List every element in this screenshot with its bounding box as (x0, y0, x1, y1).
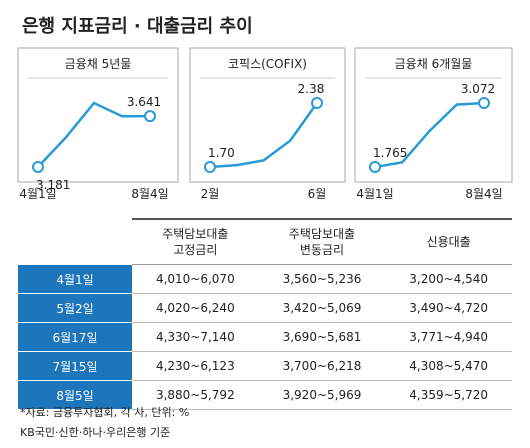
charts: 금융채 5년물 3.181 3.641 4월1일 8월4일 코픽스(COFIX) 1.70 2… (17, 47, 513, 201)
data-label: 2.38 (298, 82, 325, 96)
rate-table: 주택담보대출 고정금리 주택담보대출 변동금리 신용대출 4월1일 4,010~6,0… (18, 218, 512, 410)
line (374, 101, 485, 169)
line (37, 101, 151, 168)
table-row: 8월5일 3,880~5,792 3,920~5,969 4,359~5,720 (18, 380, 512, 410)
rate-cell: 4,330~7,140 (132, 322, 259, 352)
date-cell: 5월2일 (18, 293, 132, 323)
point (478, 97, 490, 109)
rate-cell: 4,308~5,470 (385, 351, 512, 381)
rate-cell: 3,200~4,540 (385, 264, 512, 294)
rate-cell: 3,490~4,720 (385, 293, 512, 323)
point (204, 161, 216, 173)
rate-cell: 3,920~5,969 (258, 380, 386, 410)
table-row: 7월15일 4,230~6,123 3,700~6,218 4,308~5,470 (18, 351, 512, 381)
x-tick-label: 4월1일 (356, 187, 393, 201)
point (369, 161, 381, 173)
rate-cell: 3,771~4,940 (385, 322, 512, 352)
chart-title: 금융채 6개월물 (395, 57, 473, 71)
rate-cell: 3,690~5,681 (258, 322, 386, 352)
point (32, 161, 44, 173)
table-row: 5월2일 4,020~6,240 3,420~5,069 3,490~4,720 (18, 293, 512, 323)
point (311, 97, 323, 109)
rate-cell: 3,420~5,069 (258, 293, 386, 323)
date-cell: 6월17일 (18, 322, 132, 352)
table-row: 4월1일 4,010~6,070 3,560~5,236 3,200~4,540 (18, 264, 512, 294)
x-tick-label: 4월1일 (19, 187, 56, 201)
data-label: 3.641 (127, 95, 161, 109)
x-tick-label: 2월 (201, 187, 220, 201)
date-cell: 7월15일 (18, 351, 132, 381)
corner-cell (18, 219, 132, 265)
line (209, 102, 319, 169)
rate-cell: 4,359~5,720 (385, 380, 512, 410)
header-row: 주택담보대출 고정금리 주택담보대출 변동금리 신용대출 (18, 218, 512, 265)
data-label: 1.765 (373, 146, 407, 160)
rate-cell: 3,880~5,792 (132, 380, 259, 410)
table-row: 6월17일 4,330~7,140 3,690~5,681 3,771~4,940 (18, 322, 512, 352)
note: KB국민·신한·하나·우리은행 기준 (20, 426, 171, 439)
header-cell: 주택담보대출 고정금리 (132, 218, 259, 265)
x-tick-label: 8월4일 (465, 187, 502, 201)
date-cell: 4월1일 (18, 264, 132, 294)
x-tick-label: 6월 (308, 187, 327, 201)
date-cell: 8월5일 (18, 380, 132, 410)
chart-title: 금융채 5년물 (65, 57, 132, 71)
x-tick-label: 8월4일 (131, 187, 168, 201)
chart-box (189, 47, 346, 183)
note: *자료: 금융투자협회, 각 사, 단위: % (20, 406, 190, 419)
page-title: 은행 지표금리 · 대출금리 추이 (22, 16, 253, 37)
header-cell: 신용대출 (385, 218, 512, 265)
rate-cell: 4,010~6,070 (132, 264, 259, 294)
chart-title: 코픽스(COFIX) (228, 57, 307, 71)
data-label: 3.181 (36, 178, 70, 192)
chart-box (354, 47, 513, 183)
header-cell: 주택담보대출 변동금리 (258, 218, 386, 265)
rate-cell: 4,020~6,240 (132, 293, 259, 323)
data-label: 3.072 (461, 82, 495, 96)
point (144, 110, 156, 123)
rate-cell: 4,230~6,123 (132, 351, 259, 381)
rate-cell: 3,700~6,218 (258, 351, 386, 381)
data-label: 1.70 (208, 146, 235, 160)
rate-cell: 3,560~5,236 (258, 264, 386, 294)
